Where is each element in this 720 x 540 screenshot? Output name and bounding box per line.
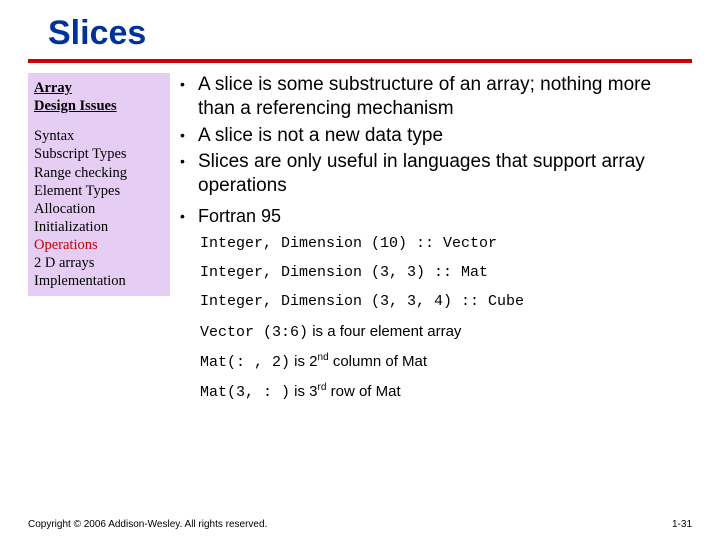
slide-container: Slices Array Design Issues Syntax Subscr… (0, 0, 720, 540)
bullet-text: Slices are only useful in languages that… (198, 150, 692, 199)
bullet-item: • A slice is not a new data type (180, 124, 692, 148)
sidebar-item-current: Operations (34, 236, 164, 254)
sidebar-item: Subscript Types (34, 145, 164, 163)
example-text-post: column of Mat (329, 353, 427, 370)
bullet-text: A slice is some substructure of an array… (198, 73, 692, 122)
slide-footer: Copyright © 2006 Addison-Wesley. All rig… (28, 519, 692, 530)
example-text-pre: is 2 (290, 353, 318, 370)
bullet-dot-icon: • (180, 205, 198, 227)
example-line: Mat(3, : ) is 3rd row of Mat (200, 382, 692, 402)
page-number: 1-31 (672, 519, 692, 530)
sidebar-item: Allocation (34, 200, 164, 218)
copyright-text: Copyright © 2006 Addison-Wesley. All rig… (28, 519, 267, 530)
example-line: Vector (3:6) is a four element array (200, 323, 692, 342)
example-code: Vector (3:6) (200, 324, 308, 341)
bullet-text: A slice is not a new data type (198, 124, 443, 148)
code-line: Integer, Dimension (10) :: Vector (200, 236, 692, 251)
sidebar-header-2: Design Issues (34, 97, 164, 115)
examples-block: Vector (3:6) is a four element array Mat… (200, 323, 692, 402)
bullet-dot-icon: • (180, 150, 198, 172)
example-code: Mat(: , 2) (200, 354, 290, 371)
sidebar-item: Syntax (34, 127, 164, 145)
code-block: Integer, Dimension (10) :: Vector Intege… (200, 236, 692, 309)
code-line: Integer, Dimension (3, 3, 4) :: Cube (200, 294, 692, 309)
sidebar-header-1: Array (34, 79, 164, 97)
bullet-item: • Fortran 95 (180, 205, 692, 228)
bullet-item: • A slice is some substructure of an arr… (180, 73, 692, 122)
bullet-dot-icon: • (180, 73, 198, 95)
sidebar-gap (34, 115, 164, 127)
example-text-post: row of Mat (326, 383, 400, 400)
main-content: • A slice is some substructure of an arr… (170, 73, 692, 412)
code-line: Integer, Dimension (3, 3) :: Mat (200, 265, 692, 280)
sidebar-item: Implementation (34, 272, 164, 290)
sidebar-item: Range checking (34, 164, 164, 182)
bullet-list: • A slice is some substructure of an arr… (180, 73, 692, 228)
sidebar-item: Element Types (34, 182, 164, 200)
example-text: is a four element array (308, 323, 461, 340)
sidebar-item: 2 D arrays (34, 254, 164, 272)
example-line: Mat(: , 2) is 2nd column of Mat (200, 352, 692, 372)
example-sup: nd (318, 352, 329, 363)
example-code: Mat(3, : ) (200, 384, 290, 401)
slide-title: Slices (48, 14, 692, 53)
sidebar: Array Design Issues Syntax Subscript Typ… (28, 73, 170, 296)
sidebar-item: Initialization (34, 218, 164, 236)
example-text-pre: is 3 (290, 383, 318, 400)
bullet-item: • Slices are only useful in languages th… (180, 150, 692, 199)
slide-body: Array Design Issues Syntax Subscript Typ… (28, 73, 692, 412)
title-underline (28, 59, 692, 63)
bullet-dot-icon: • (180, 124, 198, 146)
bullet-text: Fortran 95 (198, 205, 281, 228)
